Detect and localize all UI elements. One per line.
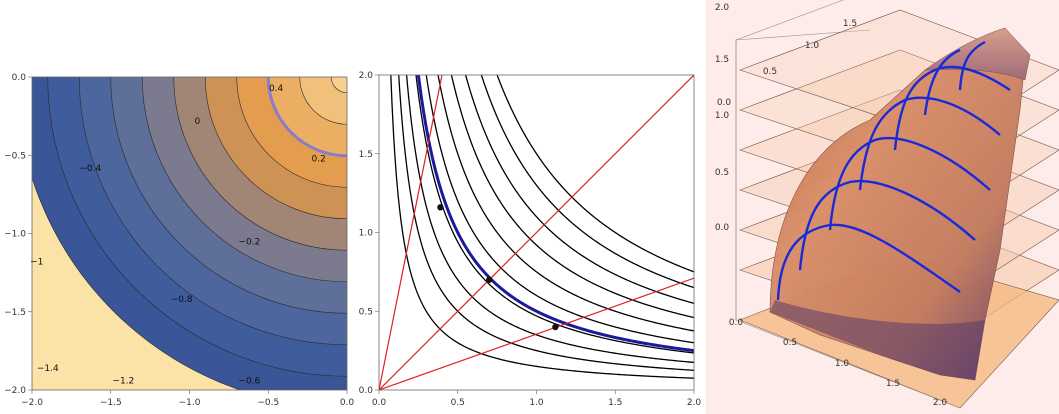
z-tick-label: 0.0 — [717, 98, 732, 108]
contour-label: 0.4 — [269, 84, 284, 94]
curve — [398, 75, 694, 371]
contour-label: −1.2 — [112, 377, 134, 387]
y-tick-label: −0.5 — [4, 151, 26, 161]
contour-label: −1.4 — [37, 364, 59, 374]
curve — [415, 75, 694, 354]
x-tick-label: 0.5 — [783, 338, 797, 348]
curve-highlight — [416, 75, 694, 353]
y-tick-label: 1.0 — [715, 111, 730, 121]
level-curve — [923, 48, 961, 116]
level-curve — [828, 136, 991, 231]
y-tick-label: 0.0 — [359, 386, 374, 396]
curve-layer — [390, 75, 694, 379]
y-tick-label: 1.5 — [715, 55, 729, 65]
curves-panel: 0.0 0.5 1.0 1.5 2.0 0.0 0.5 1.0 1.5 2.0 — [359, 71, 702, 408]
y-tick-label: 0.0 — [12, 73, 27, 83]
level-curves — [776, 40, 1011, 301]
x-tick-label: 1.5 — [886, 379, 900, 389]
curve — [450, 75, 694, 319]
y-tick-label: 2.0 — [359, 71, 374, 81]
y-tick-label: 1.5 — [359, 150, 373, 160]
contour-label: 0 — [195, 117, 201, 127]
surface-axes: 0.0 0.5 1.0 1.5 2.0 0.0 0.5 1.0 1.5 2.0 0.0 0.5 1.0 1… — [715, 3, 948, 408]
curve — [437, 75, 694, 332]
x-tick-label: −2.0 — [21, 398, 43, 408]
intersection-point — [552, 323, 559, 331]
x-tick-label: 0.5 — [451, 398, 465, 408]
y-tick-label: −1.0 — [4, 230, 26, 240]
ray — [379, 277, 694, 390]
x-tick-label: 2.0 — [933, 398, 948, 408]
contour-band — [299, 77, 347, 125]
z-tick-label: 0.5 — [763, 67, 777, 77]
contour-axes: −2.0 −1.5 −1.0 −0.5 0.0 0.0 −0.5 −1.0 −1.5 −2.0 — [4, 73, 354, 408]
level-curve — [893, 65, 1011, 151]
contour-label: −0.4 — [79, 164, 101, 174]
contour-label: 0.2 — [311, 154, 325, 164]
x-tick-label: 0.0 — [372, 398, 387, 408]
point-layer — [437, 204, 559, 331]
curve — [480, 75, 694, 289]
y-tick-label: −2.0 — [4, 386, 26, 396]
y-tick-label: 1.0 — [359, 229, 374, 239]
contour-label: −0.8 — [171, 295, 193, 305]
x-tick-label: 1.0 — [529, 398, 544, 408]
contour-label: −0.2 — [238, 237, 260, 247]
contour-band — [331, 77, 347, 93]
contour-label: −1 — [30, 258, 43, 268]
y-tick-label: 0.5 — [359, 307, 373, 317]
curve — [390, 75, 694, 379]
intersection-point — [486, 276, 493, 283]
contour-label: −0.6 — [238, 377, 260, 387]
y-tick-label: 0.5 — [715, 168, 729, 178]
z-tick-label: 1.0 — [805, 41, 820, 51]
x-tick-label: −1.5 — [100, 398, 122, 408]
contour-labels: 0.4 0 0.2 −0.4 −0.2 −1 −0.8 −1.4 −1.2 −0.6 — [30, 84, 326, 387]
level-curve — [958, 40, 986, 91]
x-tick-label: 1.0 — [835, 359, 850, 369]
curve — [425, 75, 694, 344]
curves-axes: 0.0 0.5 1.0 1.5 2.0 0.0 0.5 1.0 1.5 2.0 — [359, 71, 702, 408]
intersection-point — [437, 204, 444, 211]
y-tick-label: 2.0 — [715, 3, 730, 13]
level-curve — [798, 179, 976, 271]
curve — [405, 75, 694, 364]
ray-layer — [379, 75, 694, 390]
ray — [379, 75, 443, 390]
y-tick-label: −1.5 — [4, 308, 26, 318]
x-tick-label: 1.5 — [608, 398, 622, 408]
surface-panel: 0.0 0.5 1.0 1.5 2.0 0.0 0.5 1.0 1.5 2.0 0.0 0.5 1.0 1… — [706, 0, 1059, 414]
y-tick-label: 0.0 — [715, 223, 730, 233]
curve — [496, 75, 694, 273]
x-tick-label: −0.5 — [257, 398, 279, 408]
z-tick-label: 1.5 — [843, 19, 857, 29]
x-tick-label: −1.0 — [179, 398, 201, 408]
contour-panel: −2.0 −1.5 −1.0 −0.5 0.0 0.0 −0.5 −1.0 −1.5 −2.0 0… — [4, 73, 354, 408]
surface-bottom-shadow — [770, 300, 985, 380]
ray — [379, 75, 694, 390]
x-tick-label: 2.0 — [687, 398, 702, 408]
x-tick-label: 0.0 — [340, 398, 355, 408]
x-tick-label: 0.0 — [729, 318, 744, 328]
box-front-edges — [735, 40, 961, 409]
